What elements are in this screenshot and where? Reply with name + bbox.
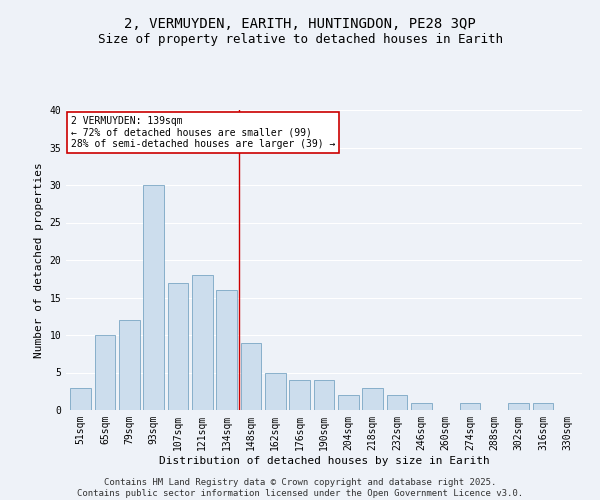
Bar: [216, 290, 237, 410]
Bar: [143, 185, 164, 410]
Bar: [241, 342, 262, 410]
Bar: [192, 275, 212, 410]
Bar: [314, 380, 334, 410]
Bar: [119, 320, 140, 410]
Bar: [167, 282, 188, 410]
Text: 2, VERMUYDEN, EARITH, HUNTINGDON, PE28 3QP: 2, VERMUYDEN, EARITH, HUNTINGDON, PE28 3…: [124, 18, 476, 32]
Bar: [386, 395, 407, 410]
Bar: [460, 402, 481, 410]
Text: Contains HM Land Registry data © Crown copyright and database right 2025.
Contai: Contains HM Land Registry data © Crown c…: [77, 478, 523, 498]
Y-axis label: Number of detached properties: Number of detached properties: [34, 162, 44, 358]
Bar: [362, 388, 383, 410]
Bar: [508, 402, 529, 410]
Bar: [70, 388, 91, 410]
Bar: [533, 402, 553, 410]
Text: 2 VERMUYDEN: 139sqm
← 72% of detached houses are smaller (99)
28% of semi-detach: 2 VERMUYDEN: 139sqm ← 72% of detached ho…: [71, 116, 335, 149]
X-axis label: Distribution of detached houses by size in Earith: Distribution of detached houses by size …: [158, 456, 490, 466]
Bar: [338, 395, 359, 410]
Text: Size of property relative to detached houses in Earith: Size of property relative to detached ho…: [97, 32, 503, 46]
Bar: [265, 372, 286, 410]
Bar: [95, 335, 115, 410]
Bar: [411, 402, 432, 410]
Bar: [289, 380, 310, 410]
